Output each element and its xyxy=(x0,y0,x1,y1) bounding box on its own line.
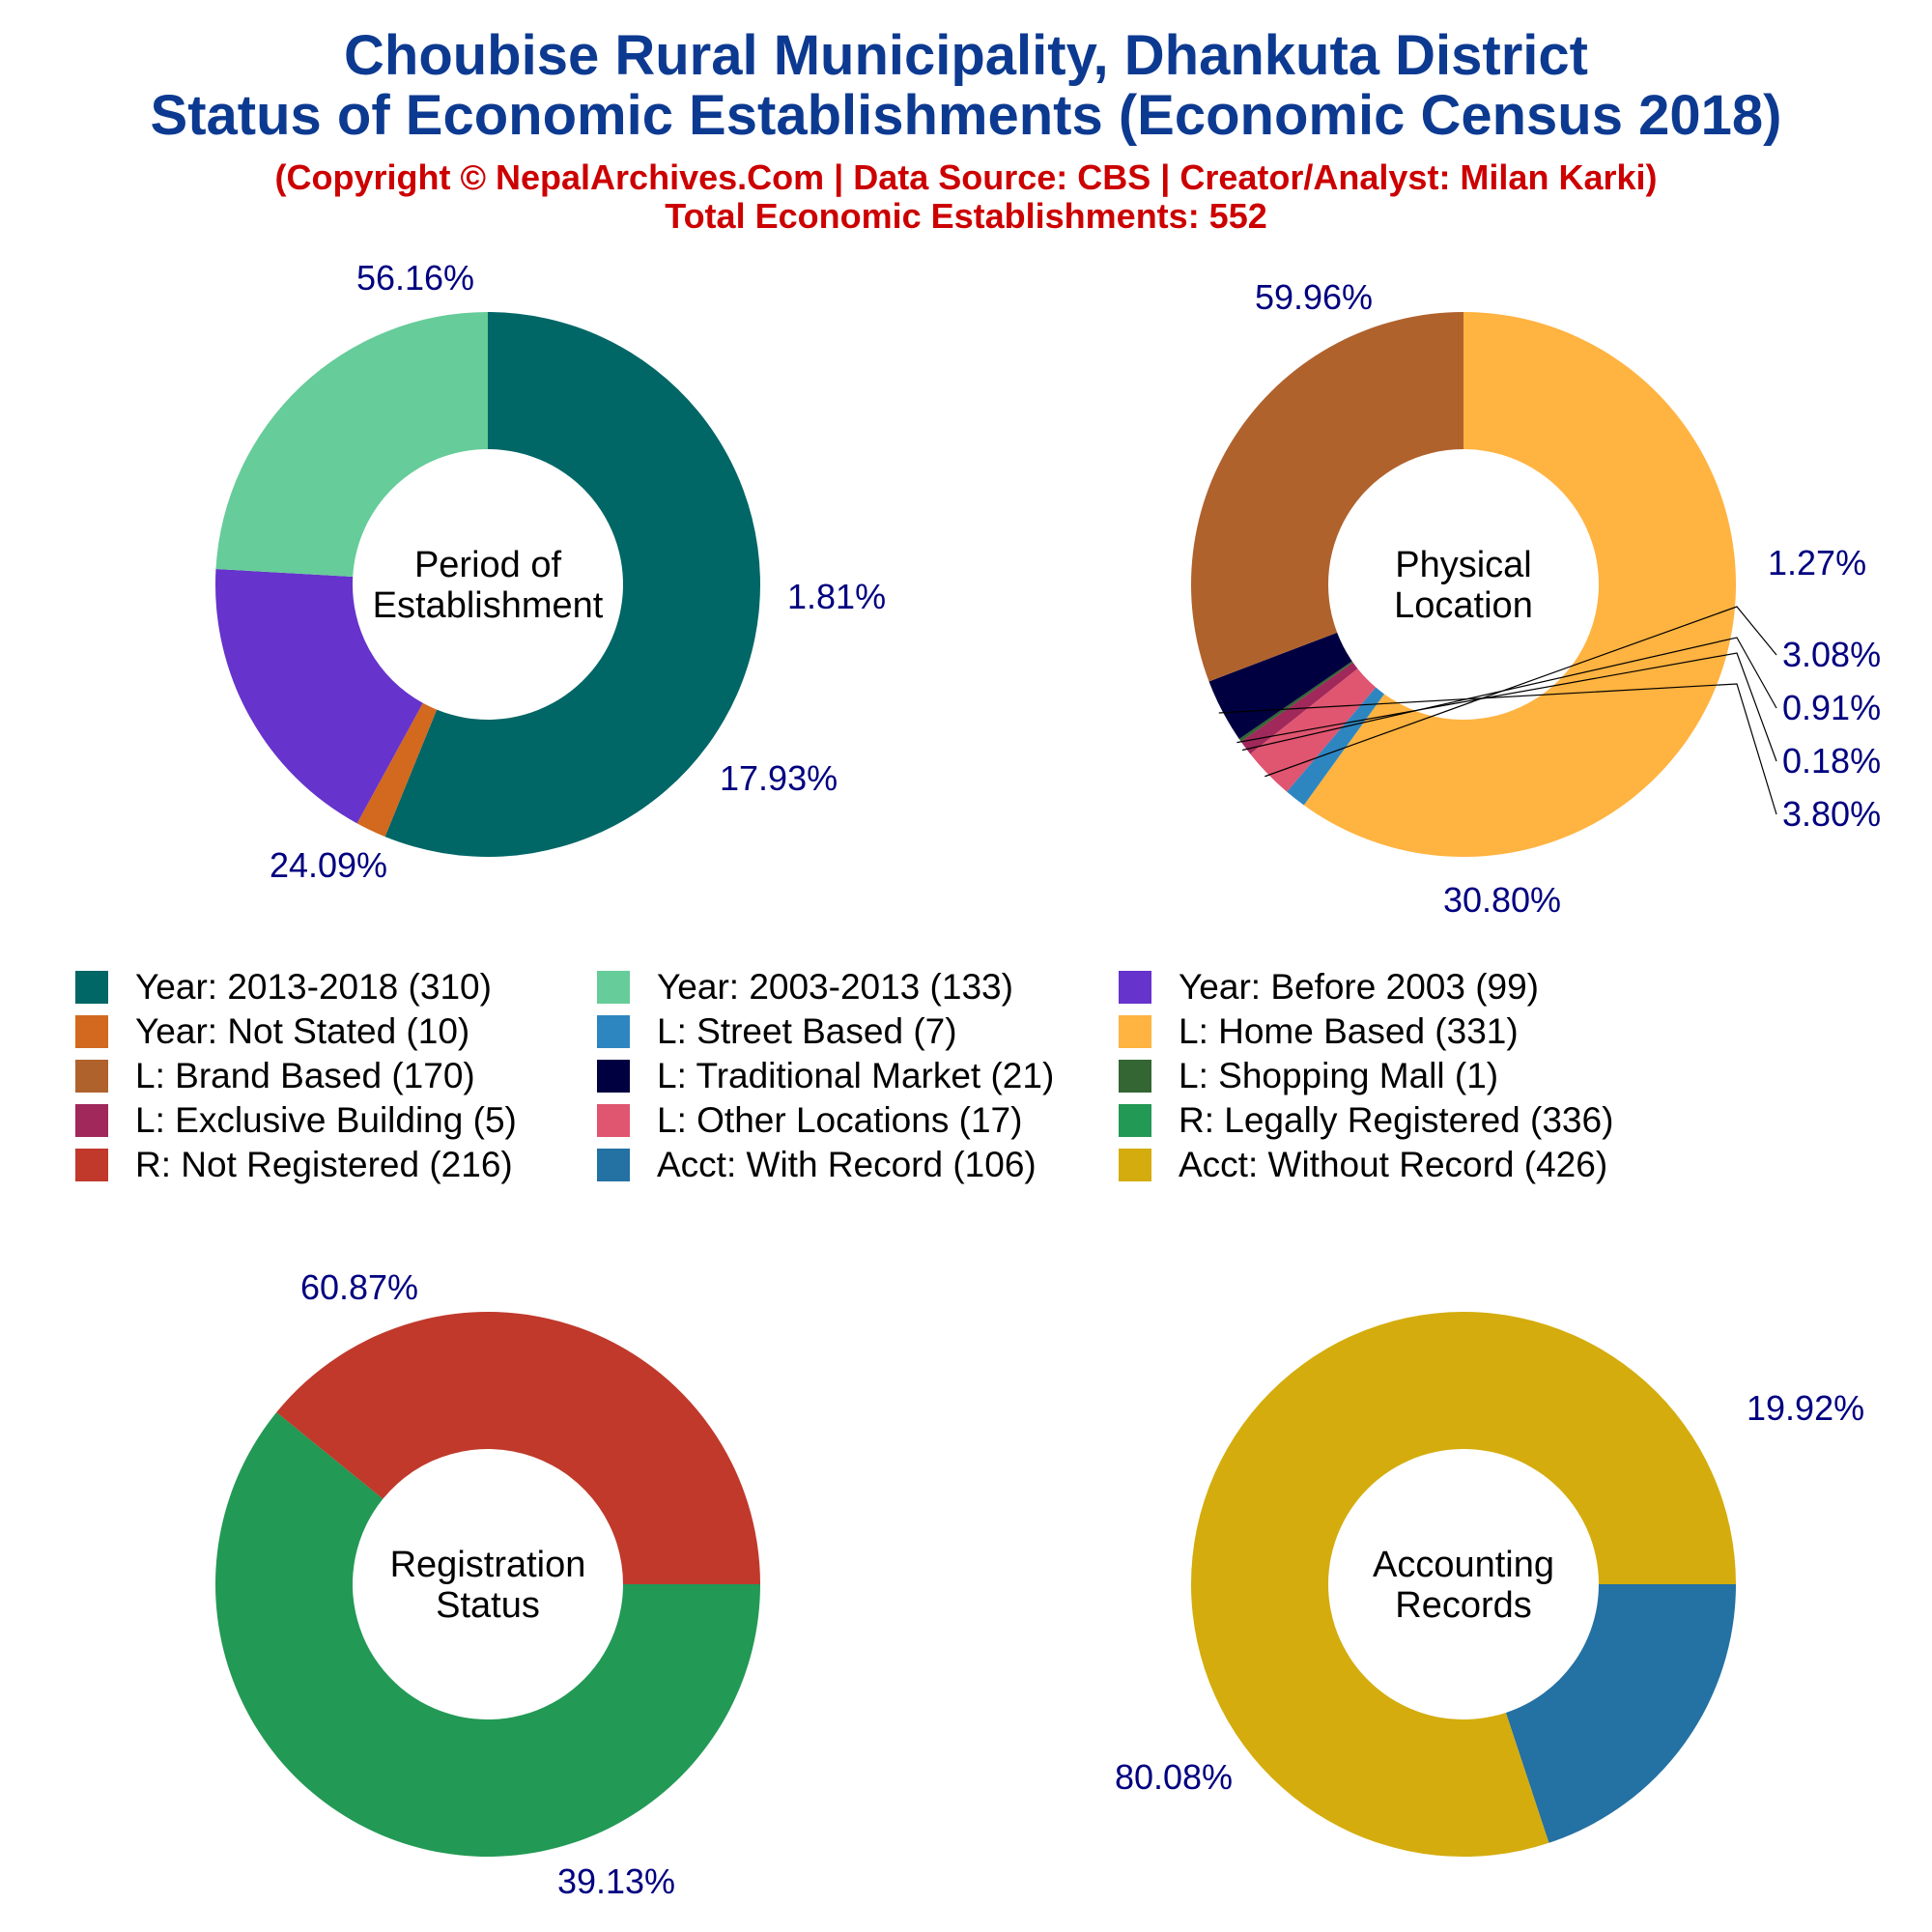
slice-percent-label: 0.18% xyxy=(1782,741,1881,781)
legend-item: R: Not Registered (216) xyxy=(75,1144,513,1186)
slice-percent-label: 1.81% xyxy=(787,577,886,616)
legend-item: Acct: With Record (106) xyxy=(597,1144,1037,1186)
copyright-subtitle: (Copyright © NepalArchives.Com | Data So… xyxy=(274,157,1658,197)
legend-label: Year: 2013-2018 (310) xyxy=(135,967,492,1007)
legend-swatch xyxy=(1119,1149,1151,1181)
legend-item: Acct: Without Record (426) xyxy=(1119,1144,1607,1186)
legend-swatch xyxy=(1119,1060,1151,1093)
legend-swatch xyxy=(597,1060,630,1093)
legend-swatch xyxy=(75,1104,108,1137)
leader-line xyxy=(1236,652,1777,762)
legend-swatch xyxy=(597,1104,630,1137)
slice-percent-label: 39.13% xyxy=(557,1861,675,1901)
donut-slice xyxy=(276,1311,760,1584)
slice-percent-label: 24.09% xyxy=(270,845,387,885)
donut-slice xyxy=(1191,312,1463,682)
donut-slice xyxy=(1250,668,1377,792)
legend-swatch xyxy=(1119,971,1151,1004)
leader-line xyxy=(1264,606,1777,778)
donut-slice xyxy=(1303,312,1737,858)
legend-swatch xyxy=(597,971,630,1004)
legend-label: Year: Not Stated (10) xyxy=(135,1011,470,1051)
donut-slice xyxy=(215,312,488,578)
legend-label: Year: Before 2003 (99) xyxy=(1179,967,1539,1007)
donut-slice xyxy=(215,568,423,824)
legend-item: L: Exclusive Building (5) xyxy=(75,1099,517,1142)
legend-item: R: Legally Registered (336) xyxy=(1119,1099,1613,1142)
donut-slice xyxy=(1238,661,1353,742)
donut-slice xyxy=(1190,1312,1736,1858)
legend-swatch xyxy=(1119,1015,1151,1048)
slice-percent-label: 19.92% xyxy=(1747,1388,1864,1428)
legend-label: R: Not Registered (216) xyxy=(135,1145,513,1184)
slice-percent-label: 30.80% xyxy=(1443,880,1561,920)
slice-percent-label: 80.08% xyxy=(1115,1757,1233,1797)
donut-slice xyxy=(356,702,438,838)
legend-label: Acct: Without Record (426) xyxy=(1179,1145,1608,1184)
donut-center-label: Accounting Records xyxy=(1373,1545,1554,1626)
legend-item: L: Other Locations (17) xyxy=(597,1099,1022,1142)
donut-slice xyxy=(1287,687,1384,806)
donut-slice xyxy=(384,312,761,858)
legend-item: Year: 2003-2013 (133) xyxy=(597,966,1013,1009)
legend-label: L: Home Based (331) xyxy=(1179,1011,1519,1051)
donut-slice xyxy=(1505,1584,1736,1843)
legend-label: L: Street Based (7) xyxy=(657,1011,957,1051)
legend-swatch xyxy=(75,1015,108,1048)
legend-swatch xyxy=(75,971,108,1004)
chart-title-line2: Status of Economic Establishments (Econo… xyxy=(150,84,1782,147)
legend-swatch xyxy=(597,1149,630,1181)
slice-percent-label: 17.93% xyxy=(720,758,838,798)
legend-item: Year: 2013-2018 (310) xyxy=(75,966,492,1009)
slice-percent-label: 3.08% xyxy=(1782,635,1881,674)
legend-item: L: Shopping Mall (1) xyxy=(1119,1055,1498,1097)
legend-label: L: Brand Based (170) xyxy=(135,1056,475,1095)
legend-item: Year: Before 2003 (99) xyxy=(1119,966,1539,1009)
legend-swatch xyxy=(597,1015,630,1048)
legend-item: L: Traditional Market (21) xyxy=(597,1055,1054,1097)
total-establishments-subtitle: Total Economic Establishments: 552 xyxy=(665,196,1267,236)
legend-label: Acct: With Record (106) xyxy=(657,1145,1037,1184)
legend-swatch xyxy=(75,1149,108,1181)
slice-percent-label: 59.96% xyxy=(1255,277,1373,317)
slice-percent-label: 0.91% xyxy=(1782,688,1881,727)
leader-line xyxy=(1218,683,1777,815)
donut-center-label: Registration Status xyxy=(390,1545,586,1626)
donut-slice xyxy=(214,1412,761,1857)
legend-label: L: Shopping Mall (1) xyxy=(1179,1056,1499,1095)
legend-swatch xyxy=(1119,1104,1151,1137)
legend-item: L: Brand Based (170) xyxy=(75,1055,475,1097)
leader-line xyxy=(1242,637,1777,752)
chart-title-line1: Choubise Rural Municipality, Dhankuta Di… xyxy=(344,24,1588,87)
legend-swatch xyxy=(75,1060,108,1093)
slice-percent-label: 60.87% xyxy=(300,1267,418,1307)
slice-percent-label: 1.27% xyxy=(1768,543,1866,582)
legend-item: Year: Not Stated (10) xyxy=(75,1010,469,1053)
donut-slice xyxy=(1208,632,1352,739)
legend-label: Year: 2003-2013 (133) xyxy=(657,967,1013,1007)
legend-item: L: Street Based (7) xyxy=(597,1010,957,1053)
donut-center-label: Period of Establishment xyxy=(373,545,604,626)
legend-item: L: Home Based (331) xyxy=(1119,1010,1519,1053)
slice-percent-label: 3.80% xyxy=(1782,794,1881,834)
slice-percent-label: 56.16% xyxy=(356,258,474,298)
legend-label: L: Other Locations (17) xyxy=(657,1100,1023,1140)
donut-center-label: Physical Location xyxy=(1394,545,1533,626)
legend-label: L: Exclusive Building (5) xyxy=(135,1100,517,1140)
legend-label: R: Legally Registered (336) xyxy=(1179,1100,1614,1140)
legend-label: L: Traditional Market (21) xyxy=(657,1056,1055,1095)
